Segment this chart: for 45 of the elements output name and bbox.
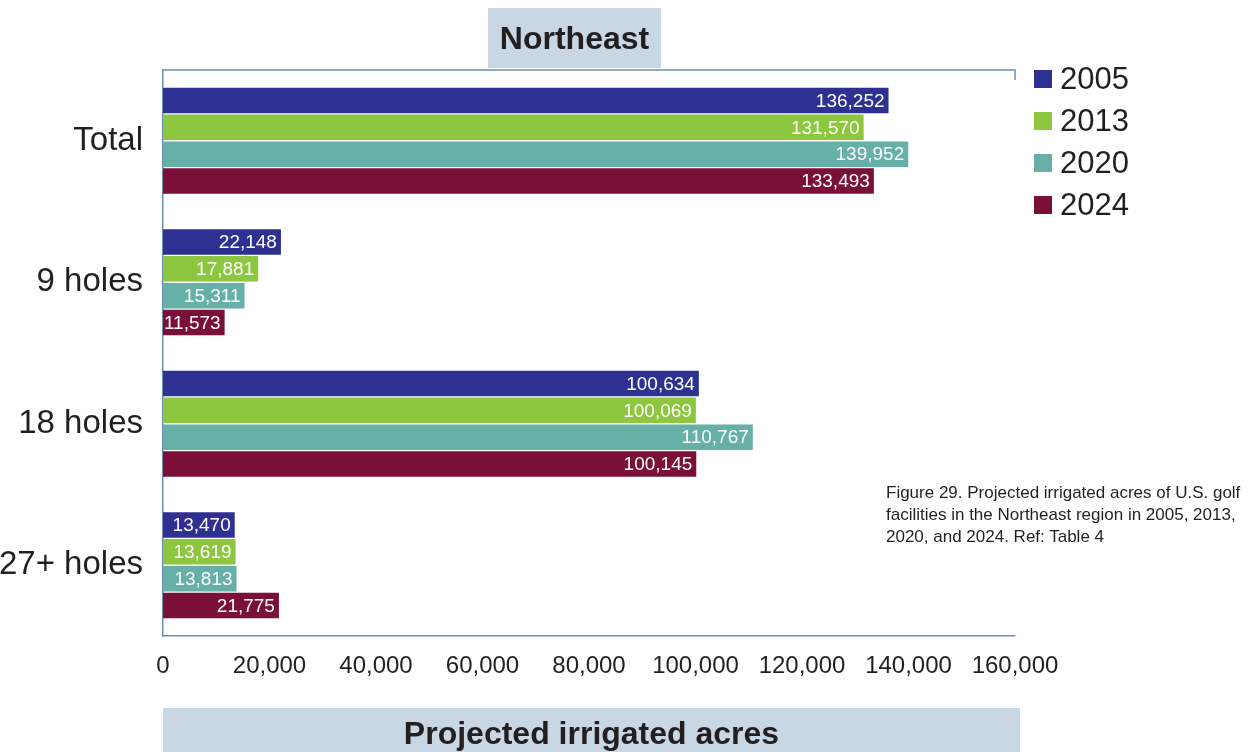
legend-label: 2020 <box>1060 145 1129 181</box>
x-tick-label: 120,000 <box>758 651 846 679</box>
y-tick-label: 27+ holes <box>0 544 143 582</box>
bar <box>163 229 281 255</box>
x-tick-label: 80,000 <box>552 651 626 679</box>
data-label: 110,767 <box>681 426 749 448</box>
data-label: 100,069 <box>623 399 692 421</box>
legend-label: 2005 <box>1060 61 1129 97</box>
bar <box>163 370 699 397</box>
data-label: 136,252 <box>815 89 885 111</box>
data-label: 11,573 <box>163 311 221 333</box>
legend-label: 2013 <box>1060 103 1129 139</box>
data-label: 131,570 <box>790 116 860 138</box>
data-label: 100,634 <box>626 372 696 394</box>
data-label: 13,470 <box>172 514 231 536</box>
data-label: 22,148 <box>218 231 277 253</box>
x-tick-label: 140,000 <box>865 651 952 679</box>
data-label: 13,813 <box>174 567 233 589</box>
bar <box>163 168 874 194</box>
bar <box>163 114 864 141</box>
legend-label: 2024 <box>1060 187 1129 223</box>
x-tick-label: 0 <box>156 651 170 679</box>
bar <box>163 397 696 424</box>
x-tick-label: 160,000 <box>971 651 1059 679</box>
bar <box>163 141 909 167</box>
data-label: 13,619 <box>173 541 232 563</box>
annotation: Figure 29. Projected irrigated acres of U.S. golf facilities in the Northeast region in 2005, 2013, 2020, and 2024. Ref: Table 4 <box>886 482 1242 548</box>
bar <box>163 451 697 477</box>
data-label: 139,952 <box>835 143 905 165</box>
data-label: 100,145 <box>623 453 693 475</box>
data-label: 17,881 <box>196 258 255 280</box>
y-tick-label: 18 holes <box>18 402 143 440</box>
data-label: 21,775 <box>216 594 275 616</box>
y-tick-label: 9 holes <box>36 261 143 299</box>
bar <box>163 424 753 450</box>
x-tick-label: 40,000 <box>339 651 413 679</box>
x-tick-label: 100,000 <box>652 651 739 679</box>
x-tick-label: 60,000 <box>445 651 520 679</box>
chart-title: Northeast <box>488 8 661 68</box>
y-tick-label: Total <box>73 119 143 157</box>
x-axis-title: Projected irrigated acres <box>163 708 1020 752</box>
x-tick-label: 20,000 <box>232 651 307 679</box>
bar <box>163 87 889 114</box>
data-label: 15,311 <box>183 284 241 306</box>
data-label: 133,493 <box>801 170 870 192</box>
